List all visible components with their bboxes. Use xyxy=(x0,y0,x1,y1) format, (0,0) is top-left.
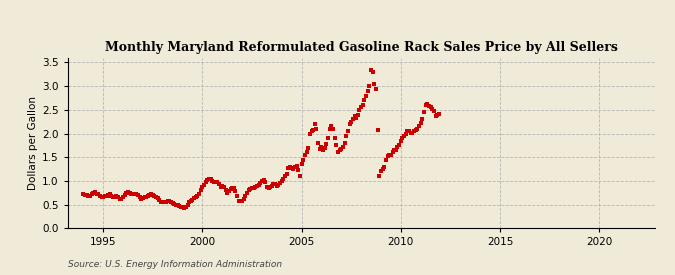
Y-axis label: Dollars per Gallon: Dollars per Gallon xyxy=(28,96,38,190)
Title: Monthly Maryland Reformulated Gasoline Rack Sales Price by All Sellers: Monthly Maryland Reformulated Gasoline R… xyxy=(105,41,618,54)
Text: Source: U.S. Energy Information Administration: Source: U.S. Energy Information Administ… xyxy=(68,260,281,269)
